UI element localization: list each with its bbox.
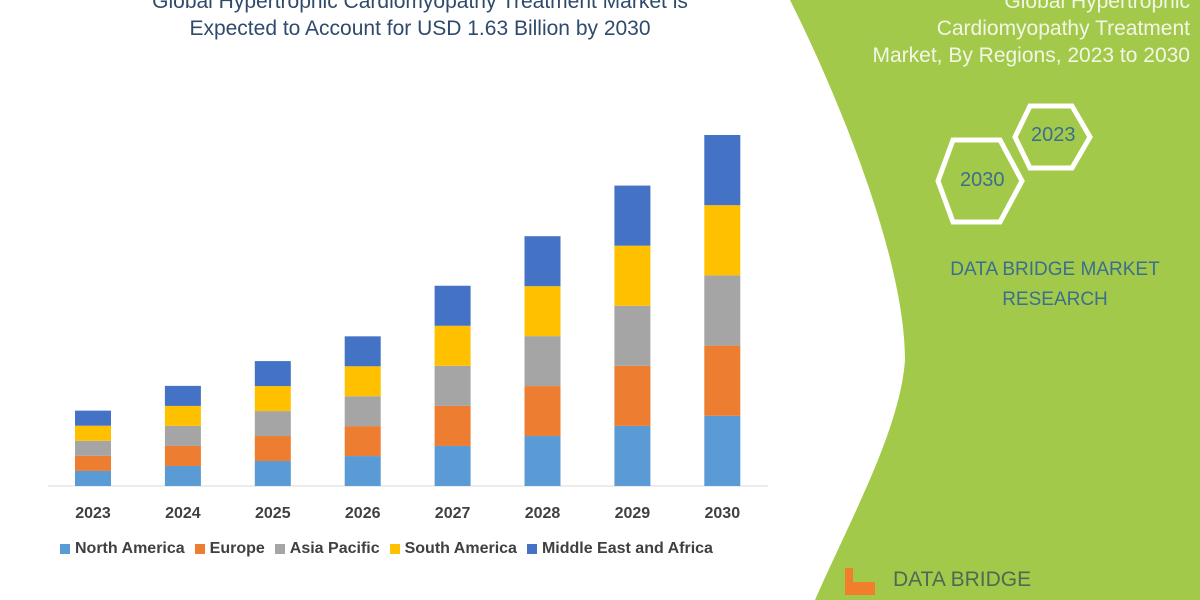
bar-2023-middle-east-and-africa: [75, 410, 111, 426]
x-tick-label: 2027: [435, 505, 471, 522]
bar-2029-europe: [614, 365, 651, 426]
bar-2030-asia-pacific: [704, 275, 741, 346]
bar-2027-south-america: [434, 325, 471, 366]
bar-2023-south-america: [75, 425, 111, 441]
bar-2023-north-america: [75, 470, 111, 486]
legend-item: North America: [60, 540, 185, 558]
bar-2027-europe: [434, 405, 471, 446]
bar-2029-asia-pacific: [614, 305, 651, 366]
brand-text: DATA BRIDGE MARKET RESEARCH: [905, 255, 1200, 315]
bar-2025-south-america: [254, 386, 291, 412]
bar-2025-middle-east-and-africa: [254, 361, 291, 387]
legend-swatch: [60, 544, 70, 554]
brand-line-1: DATA BRIDGE MARKET: [950, 259, 1160, 280]
legend-swatch: [194, 544, 205, 554]
legend-label: Asia Pacific: [289, 540, 380, 557]
x-tick-label: 2026: [345, 505, 381, 522]
bar-2024-north-america: [164, 465, 201, 486]
bar-2026-asia-pacific: [344, 396, 381, 427]
bar-2023-europe: [75, 455, 111, 471]
chart-title: Global Hypertrophic Cardiomyopathy Treat…: [60, 0, 780, 42]
legend: North America Europe Asia Pacific South Ame…: [60, 540, 713, 558]
legend-item: Europe: [194, 540, 265, 558]
title-line-2: Expected to Account for USD 1.63 Billion…: [189, 17, 651, 40]
legend-label: North America: [75, 540, 185, 557]
bar-2024-middle-east-and-africa: [164, 385, 201, 406]
bar-2024-europe: [164, 445, 201, 466]
bar-2023-asia-pacific: [75, 440, 111, 456]
x-tick-label: 2024: [165, 505, 201, 522]
bar-2025-north-america: [254, 461, 291, 486]
hexagon-label-2023: 2023: [1031, 124, 1076, 146]
bar-2028-middle-east-and-africa: [524, 236, 561, 287]
bar-2027-asia-pacific: [434, 365, 471, 406]
bar-2026-north-america: [344, 456, 381, 486]
bar-2029-south-america: [614, 245, 651, 306]
hexagon-2023-icon: [1012, 103, 1093, 171]
legend-swatch: [389, 544, 400, 554]
panel-title-line-2: Cardiomyopathy Treatment: [936, 17, 1190, 40]
bar-2025-europe: [254, 436, 291, 462]
x-tick-label: 2030: [705, 505, 741, 522]
brand-line-2: RESEARCH: [1002, 289, 1108, 310]
bar-2029-north-america: [614, 425, 651, 486]
bar-2025-asia-pacific: [254, 411, 291, 437]
bar-2030-north-america: [704, 415, 741, 486]
legend-label: Middle East and Africa: [541, 540, 713, 557]
green-panel: [790, 0, 1200, 600]
bar-2028-europe: [524, 386, 561, 437]
bar-2028-north-america: [524, 436, 561, 486]
bar-2030-south-america: [704, 205, 741, 276]
x-tick-label: 2029: [615, 505, 651, 522]
bar-2026-middle-east-and-africa: [344, 336, 381, 367]
bar-2030-middle-east-and-africa: [704, 135, 741, 206]
hexagon-label-2030: 2030: [960, 169, 1005, 191]
hexagon-2030-icon: [935, 137, 1025, 225]
bar-2028-asia-pacific: [524, 336, 561, 387]
bar-2024-south-america: [164, 405, 201, 426]
logo-text: DATA BRIDGE: [893, 568, 1032, 591]
bar-2030-europe: [704, 345, 741, 416]
legend-label: South America: [404, 540, 517, 557]
title-line-1: Global Hypertrophic Cardiomyopathy Treat…: [152, 0, 688, 13]
bar-2028-south-america: [524, 286, 561, 337]
legend-item: Asia Pacific: [274, 540, 380, 558]
x-tick-label: 2023: [75, 505, 111, 522]
legend-item: Middle East and Africa: [526, 540, 713, 558]
legend-swatch: [274, 544, 285, 554]
panel-title-line-3: Market, By Regions, 2023 to 2030: [872, 44, 1190, 67]
legend-swatch: [526, 544, 537, 554]
bar-2024-asia-pacific: [164, 425, 201, 446]
bar-2026-europe: [344, 426, 381, 457]
bar-2026-south-america: [344, 366, 381, 397]
x-tick-label: 2025: [255, 505, 291, 522]
bar-2027-middle-east-and-africa: [434, 285, 471, 326]
panel-title-line-1: Global Hypertrophic: [1004, 0, 1190, 13]
panel-title: Global Hypertrophic Cardiomyopathy Treat…: [830, 0, 1190, 69]
bar-2029-middle-east-and-africa: [614, 185, 651, 246]
logo-icon: [845, 568, 875, 595]
bar-2027-north-america: [434, 445, 471, 486]
legend-label: Europe: [209, 540, 265, 557]
x-tick-label: 2028: [525, 505, 561, 522]
legend-item: South America: [389, 540, 517, 558]
